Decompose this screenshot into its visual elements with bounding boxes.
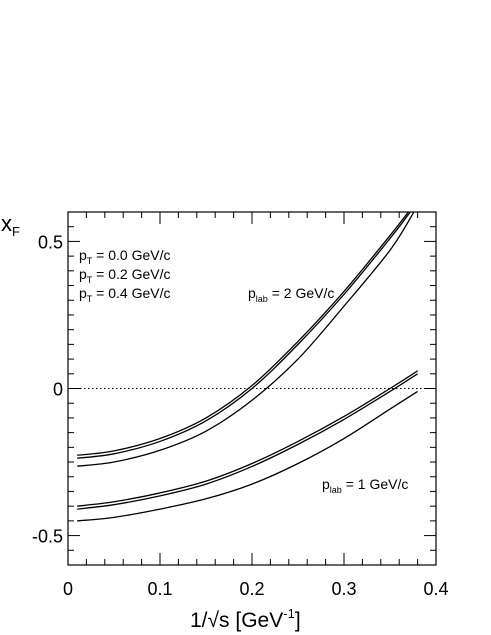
annotation-plab-2: plab = 2 GeV/c — [248, 285, 334, 304]
legend-entry: pT = 0.2 GeV/c — [79, 266, 171, 285]
tick-labels-layer: 0 0.1 0.2 0.3 0.4 -0.5 0 0.5 — [32, 232, 449, 599]
series-line-5 — [77, 373, 418, 510]
legend-entry: pT = 0.0 GeV/c — [79, 247, 171, 266]
series-line-3 — [77, 212, 415, 467]
y-axis-label: xF — [1, 211, 20, 239]
annotation-plab-1: plab = 1 GeV/c — [322, 476, 408, 495]
y-tick-label: -0.5 — [32, 527, 63, 547]
ticks-layer — [67, 211, 437, 566]
series-line-1 — [77, 212, 409, 456]
x-tick-label: 0 — [63, 579, 73, 599]
y-tick-label: 0 — [53, 380, 63, 400]
series-layer — [77, 212, 418, 522]
sqrt-symbol: √ — [208, 609, 220, 632]
x-tick-label: 0.3 — [331, 579, 356, 599]
y-tick-label: 0.5 — [38, 232, 63, 252]
x-tick-label: 0.1 — [147, 579, 172, 599]
svg-text:1/√s [GeV-1]: 1/√s [GeV-1] — [190, 606, 301, 632]
legend-entry: pT = 0.4 GeV/c — [79, 285, 171, 304]
series-line-4 — [77, 370, 418, 507]
legend: pT = 0.0 GeV/c pT = 0.2 GeV/c pT = 0.4 G… — [79, 247, 171, 304]
series-line-6 — [77, 390, 418, 522]
x-tick-label: 0.4 — [423, 579, 448, 599]
x-axis-label: 1/√s [GeV-1] — [190, 606, 301, 632]
x-tick-label: 0.2 — [239, 579, 264, 599]
